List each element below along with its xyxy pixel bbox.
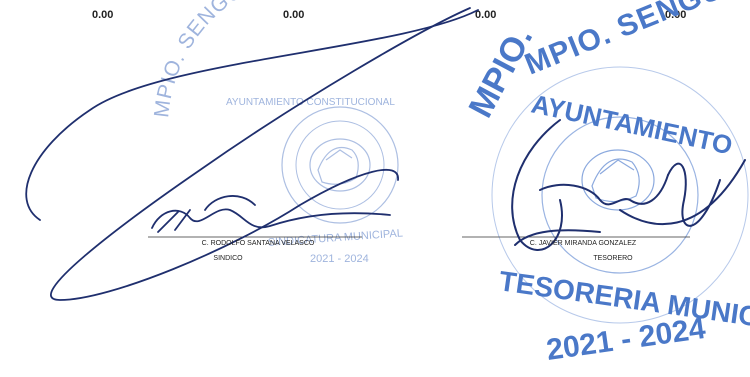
signatory-role-left: SINDICO (213, 255, 243, 262)
eagle-emblem-icon (581, 149, 655, 211)
stamp-right-sub-text: AYUNTAMIENTO (529, 89, 735, 161)
tesoreria-stamp: MPIO. MPIO. SENGUIO, MICHOACAN AYUNTAMIE… (462, 0, 750, 367)
stamp-left-years: 2021 - 2024 (310, 253, 369, 265)
amount-1: 0.00 (92, 9, 114, 21)
signatory-name-left: C. RODOLFO SANTANA VELASCO (201, 240, 315, 247)
stamp-right-bottom-text: TESORERIA MUNICIPAL (497, 265, 750, 341)
eagle-emblem-icon (309, 138, 371, 192)
stamp-right-years: 2021 - 2024 (544, 312, 707, 367)
amount-4: 0.00 (665, 9, 687, 21)
amount-2: 0.00 (283, 9, 305, 21)
amount-3: 0.00 (475, 9, 497, 21)
signatory-role-right: TESORERO (593, 255, 633, 262)
stamp-right-prefix: MPIO. (462, 21, 541, 124)
stamp-right-top-text: MPIO. SENGUIO, MICHOACAN (520, 0, 750, 81)
signature-scribble-right (511, 119, 746, 251)
stamp-left-sub-text: AYUNTAMIENTO CONSTITUCIONAL (226, 97, 395, 108)
sindicatura-stamp: MPIO. SENGUIO, MICHOACAN AYUNTAMIENTO CO… (150, 0, 419, 265)
signatory-name-right: C. JAVIER MIRANDA GONZALEZ (529, 240, 637, 247)
